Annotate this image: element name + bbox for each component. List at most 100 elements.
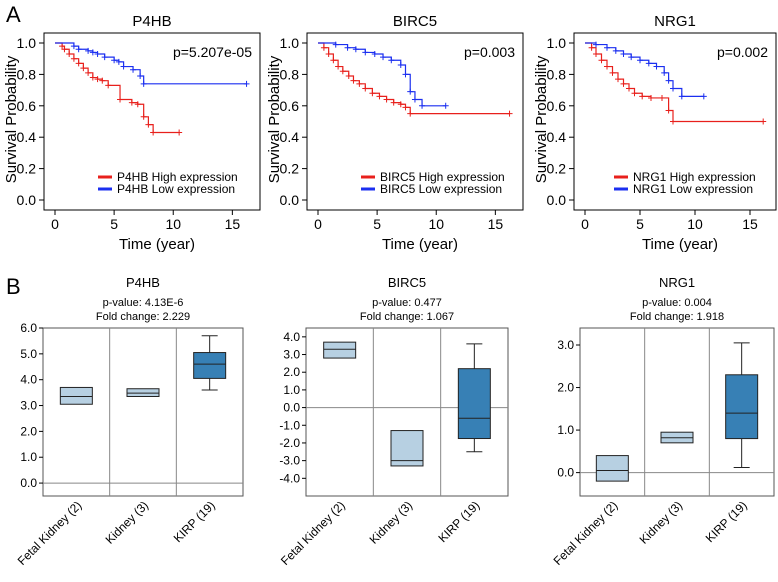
km-censor-mark <box>612 47 619 54</box>
km-frame <box>573 32 777 211</box>
box-ytick-label: -4.0 <box>279 471 300 485</box>
box-ytick-label: 0.0 <box>283 401 300 415</box>
km-censor-mark <box>637 57 643 64</box>
km-censor-mark <box>670 85 676 92</box>
panel-label-a: A <box>6 2 21 27</box>
box-ytick-label: 2.0 <box>283 365 300 379</box>
km-panel-birc5: BIRC5 0.0 0.2 0.4 0.6 0.8 1.0 0 5 10 15 Time (year)… <box>266 13 524 253</box>
km-xlabel: Time (year) <box>642 236 718 253</box>
km-ytick-label: 0.4 <box>280 129 300 145</box>
km-censor-mark <box>85 69 92 76</box>
km-censor-mark <box>402 71 409 78</box>
km-frame <box>306 32 524 211</box>
km-xtick-label: 5 <box>636 216 644 232</box>
box-ytick-label: 4.0 <box>283 330 300 344</box>
km-xtick-label: 10 <box>428 216 444 232</box>
km-xlabel: Time (year) <box>382 236 458 253</box>
km-censor-mark <box>66 50 73 57</box>
box-fold-change: Fold change: 1.067 <box>360 311 454 323</box>
box-ytick-label: 3.0 <box>557 338 574 352</box>
panel-label-b: B <box>6 274 21 299</box>
km-censor-mark <box>345 72 352 79</box>
km-censor-mark <box>352 46 359 53</box>
km-ytick-label: 0.4 <box>17 129 37 145</box>
km-censor-mark <box>639 93 646 100</box>
km-censor-mark <box>593 41 599 48</box>
km-censor-mark <box>390 99 397 106</box>
km-censor-mark <box>397 101 404 108</box>
box-frame <box>579 327 775 497</box>
km-censor-mark <box>369 90 376 97</box>
km-xtick-label: 10 <box>687 216 703 232</box>
km-censor-mark <box>371 50 378 57</box>
box-ytick-label: 2.0 <box>20 424 37 438</box>
box-ytick-label: 1.0 <box>283 383 300 397</box>
km-censor-mark <box>604 63 610 70</box>
km-ytick-label: 0.0 <box>17 192 37 208</box>
km-censor-mark <box>609 69 616 76</box>
km-censor-mark <box>407 88 414 95</box>
km-censor-mark <box>350 77 357 84</box>
km-censor-mark <box>130 66 137 73</box>
km-censor-mark <box>653 63 660 70</box>
km-censor-mark <box>407 110 414 117</box>
km-legend-label: NRG1 High expression <box>633 170 756 184</box>
km-censor-mark <box>134 101 141 108</box>
km-xtick-label: 0 <box>314 216 322 232</box>
km-censor-mark <box>419 102 426 109</box>
km-censor-mark <box>626 85 632 92</box>
km-legend-label: P4HB High expression <box>117 170 238 184</box>
km-censor-mark <box>344 44 351 51</box>
km-censor-mark <box>645 60 652 67</box>
km-legend-label: BIRC5 High expression <box>380 170 505 184</box>
box-title: BIRC5 <box>388 275 426 290</box>
km-pvalue: p=0.002 <box>717 44 768 60</box>
km-censor-mark <box>94 50 101 57</box>
km-censor-mark <box>388 57 395 64</box>
box-ytick-label: -2.0 <box>279 436 300 450</box>
km-censor-mark <box>593 50 599 57</box>
box-body <box>193 352 227 379</box>
box-pvalue: p-value: 0.004 <box>642 297 712 309</box>
box-ytick-label: 1.0 <box>557 423 574 437</box>
km-ytick-label: 1.0 <box>17 35 37 51</box>
km-title: P4HB <box>132 13 171 30</box>
km-censor-mark <box>411 96 418 103</box>
km-censor-mark <box>588 44 595 51</box>
km-censor-mark <box>383 96 390 103</box>
km-pvalue: p=0.003 <box>464 44 515 60</box>
km-ytick-label: 0.0 <box>280 192 300 208</box>
box-title: P4HB <box>126 275 160 290</box>
box-body <box>457 368 491 440</box>
km-censor-mark <box>380 54 387 61</box>
km-frame <box>43 32 261 211</box>
km-censor-mark <box>506 110 513 117</box>
km-censor-mark <box>117 96 124 103</box>
box-body <box>323 341 357 359</box>
km-censor-mark <box>89 74 96 81</box>
km-xtick-label: 5 <box>110 216 118 232</box>
box-category-label: Fetal Kidney (2) <box>551 498 621 568</box>
km-censor-mark <box>362 49 369 56</box>
km-censor-mark <box>70 55 77 62</box>
km-panel-nrg1: NRG1 0.0 0.2 0.4 0.6 0.8 1.0 0 5 10 15 Time (year) S… <box>533 13 777 253</box>
box-pvalue: p-value: 4.13E-6 <box>103 297 184 309</box>
km-censor-mark <box>111 57 118 64</box>
box-frame <box>305 327 509 497</box>
km-xtick-label: 0 <box>581 216 589 232</box>
km-censor-mark <box>615 76 621 83</box>
km-censor-mark <box>665 77 672 84</box>
km-censor-mark <box>115 58 122 65</box>
km-censor-mark <box>402 104 409 111</box>
km-censor-mark <box>700 93 707 100</box>
box-ytick-label: 6.0 <box>20 321 37 335</box>
box-ytick-label: 4.0 <box>20 373 37 387</box>
km-xtick-label: 5 <box>373 216 381 232</box>
km-censor-mark <box>99 77 106 84</box>
km-legend-label: BIRC5 Low expression <box>380 182 502 196</box>
box-category-label: Kidney (3) <box>103 498 152 547</box>
box-ytick-label: 3.0 <box>20 399 37 413</box>
box-body <box>126 388 160 397</box>
km-censor-mark <box>604 44 610 51</box>
km-censor-mark <box>760 118 767 125</box>
